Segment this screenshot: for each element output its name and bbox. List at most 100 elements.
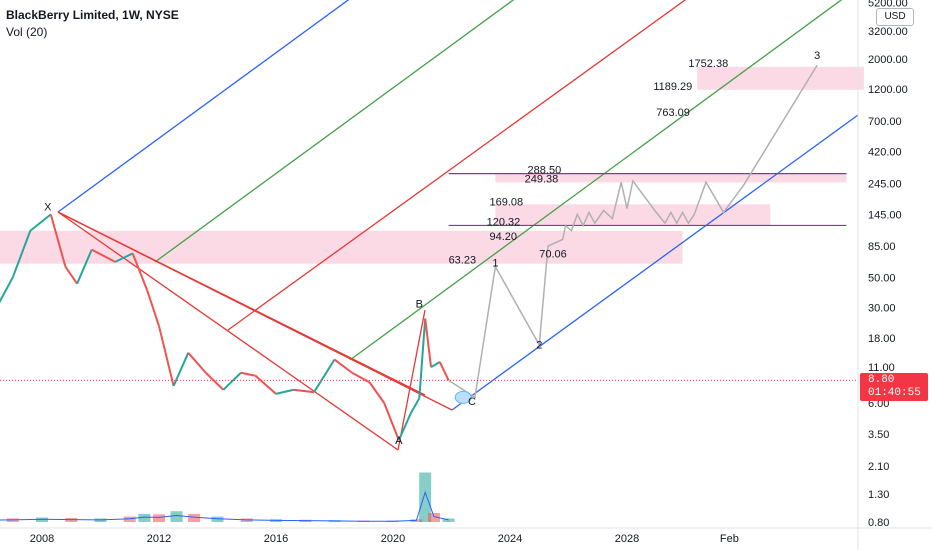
- price-segment: [240, 371, 256, 377]
- price-segment: [438, 361, 450, 381]
- price-segment: [293, 388, 315, 394]
- fib-level-label: 63.23: [449, 255, 477, 267]
- price-tick-label: 18.00: [868, 333, 896, 345]
- price-tick-label: 1.30: [868, 489, 889, 501]
- price-segment: [424, 318, 433, 368]
- pitchfork-lower-line: [451, 114, 859, 411]
- wave-label: 2: [536, 340, 542, 352]
- last-price-value: 8.80: [868, 374, 895, 387]
- pitchfork-median-line: [227, 0, 687, 331]
- price-tick-label: 2.10: [868, 461, 889, 473]
- pitchfork-green-line: [154, 0, 515, 263]
- annotations: X A B C 1 2 3 63.23 94.20 120.32 169.08 70.06 249.38…: [44, 50, 820, 447]
- price-segment: [172, 352, 190, 387]
- price-segment: [383, 402, 400, 441]
- fib-level-label: 70.06: [539, 248, 567, 260]
- wave-label: 1: [492, 258, 498, 270]
- volume-bar: [153, 514, 165, 522]
- price-tick-label: 0.80: [868, 517, 889, 529]
- time-tick-label: 2008: [30, 533, 54, 545]
- fib-level-label: 1189.29: [653, 81, 692, 93]
- volume-ma-line: [0, 490, 449, 522]
- price-segment: [0, 276, 14, 304]
- wave-label: 3: [814, 50, 820, 62]
- price-tick-label: 420.00: [868, 146, 902, 158]
- chart-header: BlackBerry Limited, 1W, NYSE Vol (20): [6, 8, 179, 39]
- price-tick-label: 11.00: [868, 362, 895, 374]
- price-tick-label: 30.00: [868, 303, 896, 315]
- price-tick-label: 50.00: [868, 272, 896, 284]
- price-segment: [91, 248, 116, 263]
- pitchfork-upper-line: [57, 0, 350, 213]
- volume-bars: [0, 472, 455, 522]
- fib-level-label: 249.38: [525, 173, 559, 185]
- price-segment: [351, 371, 371, 384]
- pitchfork-inner-line: [349, 0, 843, 361]
- level-lines: [448, 173, 847, 227]
- wave-label: C: [468, 396, 476, 408]
- price-segment: [146, 290, 160, 327]
- price-segment: [158, 325, 175, 387]
- price-segment: [64, 266, 78, 285]
- fib-level-label: 94.20: [490, 231, 518, 243]
- volume-bar: [419, 472, 432, 522]
- price-tick-label: 145.00: [868, 209, 902, 221]
- wave-label: X: [44, 201, 52, 213]
- price-segment: [254, 375, 277, 395]
- volume-bar: [138, 513, 151, 522]
- fib-level-label: 120.32: [487, 216, 521, 228]
- symbol-title[interactable]: BlackBerry Limited, 1W, NYSE: [6, 8, 179, 22]
- time-tick-label: 2028: [615, 533, 639, 545]
- volume-indicator-label[interactable]: Vol (20): [6, 25, 48, 39]
- bar-countdown: 01:40:55: [868, 387, 921, 400]
- price-segment: [409, 397, 421, 415]
- price-tick-label: 5200.00: [868, 0, 908, 9]
- price-segment: [418, 318, 427, 399]
- fib-zone: [0, 230, 683, 264]
- volume-bar: [442, 518, 455, 522]
- price-segment: [333, 358, 353, 374]
- price-tick-label: 3200.00: [868, 26, 908, 38]
- volume-bar: [170, 511, 183, 522]
- price-segment: [368, 381, 386, 404]
- price-segment: [29, 213, 52, 232]
- price-tick-label: 1200.00: [868, 84, 908, 96]
- currency-badge[interactable]: USD: [876, 8, 914, 26]
- fib-level-label: 288.50: [528, 165, 562, 177]
- forecast-path: [448, 64, 818, 404]
- price-tick-label: 3.50: [868, 429, 889, 441]
- volume-bar: [123, 516, 136, 522]
- time-tick-label: 2020: [381, 533, 405, 545]
- fib-zones: [0, 66, 864, 264]
- fan-line-a: [57, 211, 399, 451]
- price-segment: [11, 230, 32, 278]
- price-segment: [76, 249, 93, 285]
- price-segment: [222, 372, 242, 391]
- time-tick-label: 2012: [147, 533, 171, 545]
- fib-zone: [697, 66, 864, 90]
- price-segment: [313, 359, 336, 393]
- wave-c-marker: [454, 390, 472, 404]
- volume-bar: [211, 516, 224, 522]
- time-tick-label: 2024: [498, 533, 522, 545]
- fib-zone: [495, 204, 771, 226]
- price-segment: [131, 253, 149, 292]
- pitchfork-lines: [57, 0, 859, 451]
- fib-level-label: 763.09: [656, 107, 690, 119]
- time-tick-label: Feb: [720, 533, 739, 545]
- fib-level-label: 169.08: [490, 196, 524, 208]
- price-tick-label: 700.00: [868, 116, 902, 128]
- fib-level-label: 1752.38: [688, 58, 728, 70]
- forecast-line: [448, 64, 818, 399]
- price-segment: [49, 214, 67, 267]
- wave-label: A: [395, 435, 403, 447]
- price-series: [0, 213, 450, 441]
- time-tick-label: 2016: [264, 533, 288, 545]
- price-segment: [275, 388, 294, 395]
- price-axis[interactable]: 0.801.302.103.506.0011.0018.0030.0050.00…: [857, 0, 908, 550]
- time-axis[interactable]: 2008 2012 2016 2020 2024 2028 Feb: [0, 527, 932, 545]
- price-tick-label: 2000.00: [868, 54, 908, 66]
- price-segment: [114, 252, 134, 263]
- price-segment: [187, 352, 207, 374]
